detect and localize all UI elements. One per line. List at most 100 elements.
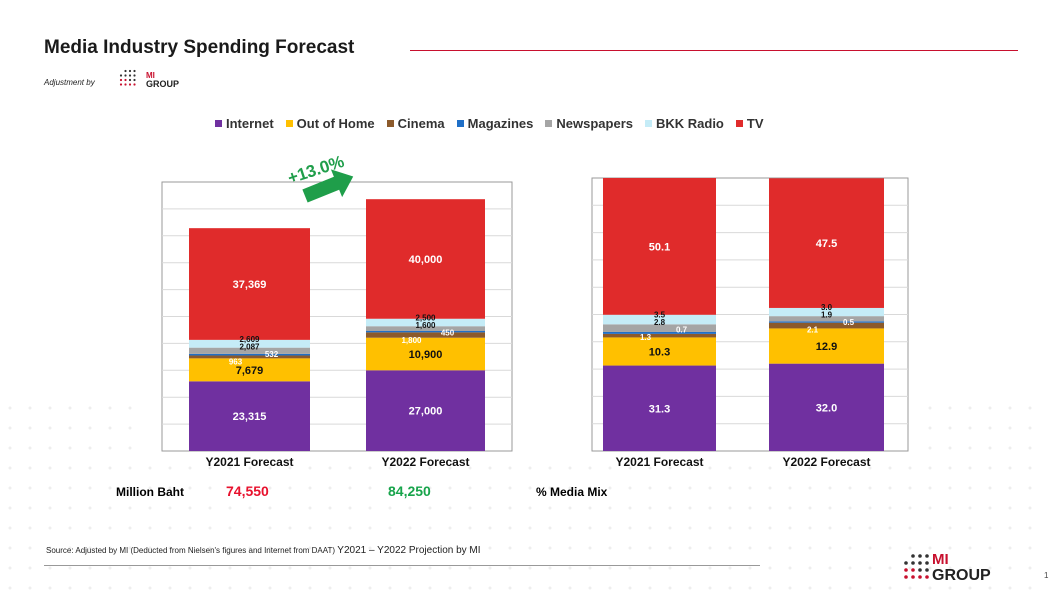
data-label-small: 2.8: [654, 318, 666, 327]
bg-dot: [908, 566, 912, 570]
data-label-small: 1.9: [821, 311, 833, 320]
bg-dot: [648, 546, 652, 550]
bg-dot: [68, 406, 72, 410]
logo-dot: [925, 561, 929, 565]
bg-dot: [648, 466, 652, 470]
bg-dot: [948, 586, 952, 590]
bg-dot: [88, 446, 92, 450]
bg-dot: [668, 466, 672, 470]
legend-item-tv: TV: [735, 116, 764, 131]
bar-tv: [603, 178, 716, 315]
legend-item-out-of-home: Out of Home: [285, 115, 375, 131]
bg-dot: [528, 586, 532, 590]
bg-dot: [428, 506, 432, 510]
bg-dot: [648, 586, 652, 590]
bg-dot: [1028, 506, 1032, 510]
bg-dot: [408, 466, 412, 470]
bg-dot: [808, 466, 812, 470]
bg-dot: [28, 426, 32, 430]
bg-dot: [68, 566, 72, 570]
bg-dot: [368, 526, 372, 530]
logo-dot: [904, 568, 908, 572]
bg-dot: [868, 526, 872, 530]
chart-legend: Internet Out of Home Cinema Magazines Newspa…: [215, 114, 764, 132]
logo-dot: [119, 74, 123, 77]
bg-dot: [508, 566, 512, 570]
bg-dot: [728, 526, 732, 530]
bg-dot: [28, 586, 32, 590]
bg-dot: [48, 466, 52, 470]
bg-dot: [468, 546, 472, 550]
bg-dot: [308, 466, 312, 470]
bg-dot: [568, 466, 572, 470]
bg-dot: [468, 566, 472, 570]
bg-dot: [728, 546, 732, 550]
bg-dot: [208, 586, 212, 590]
bg-dot: [468, 486, 472, 490]
bg-dot: [268, 586, 272, 590]
bg-dot: [448, 546, 452, 550]
data-label-small: 3.0: [821, 303, 833, 312]
data-label: 47.5: [816, 238, 837, 250]
bg-dot: [68, 526, 72, 530]
bg-dot: [268, 526, 272, 530]
bg-dot: [668, 546, 672, 550]
logo-dot: [128, 78, 132, 82]
page-title: Media Industry Spending Forecast: [44, 37, 355, 58]
growth-indicator: +13.0%: [285, 152, 354, 203]
bg-dot: [788, 506, 792, 510]
data-label-small: 0.7: [676, 326, 688, 335]
bg-dot: [568, 546, 572, 550]
bg-dot: [608, 486, 612, 490]
bg-dot: [828, 506, 832, 510]
legend-label: Magazines: [467, 115, 534, 131]
bg-dot: [28, 486, 32, 490]
bg-dot: [88, 406, 92, 410]
bar-tv: [366, 199, 485, 319]
logo-dot: [133, 78, 136, 82]
bg-dot: [148, 586, 152, 590]
bg-dot: [508, 466, 512, 470]
bg-dot: [528, 526, 532, 530]
bg-dot: [208, 466, 212, 470]
bg-dot: [288, 506, 292, 510]
bg-dot: [828, 486, 832, 490]
bg-dot: [228, 586, 232, 590]
bg-dot: [568, 486, 572, 490]
category-label: Y2021 Forecast: [205, 455, 293, 469]
bar-magazines: [603, 331, 716, 334]
bg-dot: [448, 466, 452, 470]
bg-dot: [848, 526, 852, 530]
bg-dot: [1028, 546, 1032, 550]
bg-dot: [868, 486, 872, 490]
bg-dot: [128, 466, 132, 470]
bg-dot: [68, 426, 72, 430]
bg-dot: [348, 546, 352, 550]
bar-newspapers: [603, 324, 716, 332]
bg-dot: [568, 506, 572, 510]
data-label: 10,900: [409, 349, 443, 361]
bg-dot: [268, 486, 272, 490]
bg-dot: [228, 566, 232, 570]
bg-dot: [428, 526, 432, 530]
legend-swatch: [735, 119, 743, 127]
bg-dot: [848, 506, 852, 510]
data-label-small: 532: [265, 350, 279, 359]
bar-internet: [769, 363, 884, 451]
bg-dot: [748, 486, 752, 490]
bg-dot: [588, 486, 592, 490]
bg-dot: [928, 426, 932, 430]
bg-dot: [48, 546, 52, 550]
bg-dot: [748, 526, 752, 530]
logo-dot: [925, 575, 929, 579]
bg-dot: [488, 466, 492, 470]
bg-dot: [28, 566, 32, 570]
legend-label: Out of Home: [296, 115, 375, 131]
bg-dot: [1028, 446, 1032, 450]
bg-dot: [328, 566, 332, 570]
bg-dot: [988, 526, 992, 530]
source-divider: [44, 565, 760, 566]
bar-cinema: [769, 322, 884, 329]
bg-dot: [68, 586, 72, 590]
bg-dot: [528, 506, 532, 510]
